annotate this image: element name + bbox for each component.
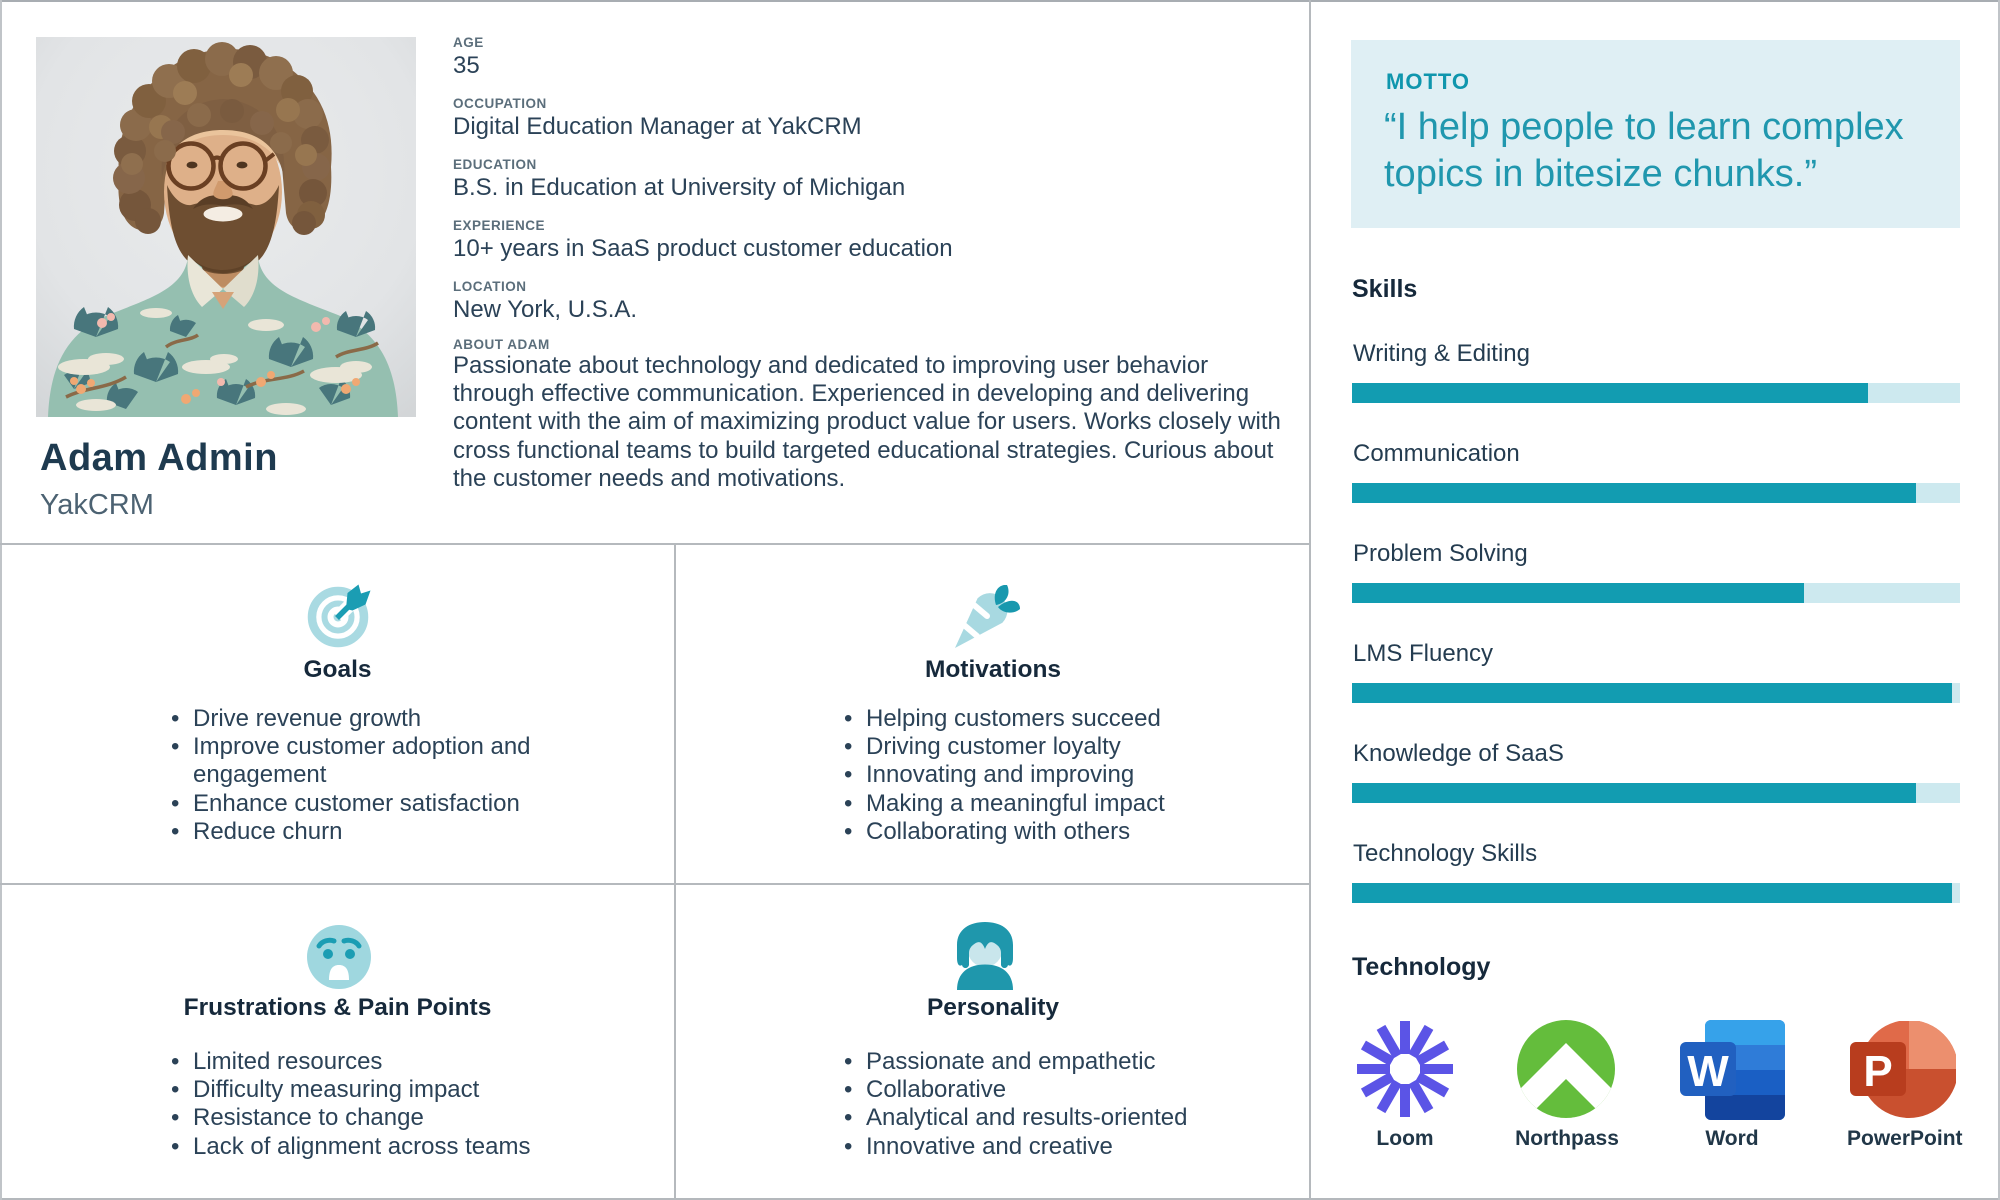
svg-text:W: W xyxy=(1687,1047,1729,1096)
svg-text:P: P xyxy=(1863,1047,1892,1096)
